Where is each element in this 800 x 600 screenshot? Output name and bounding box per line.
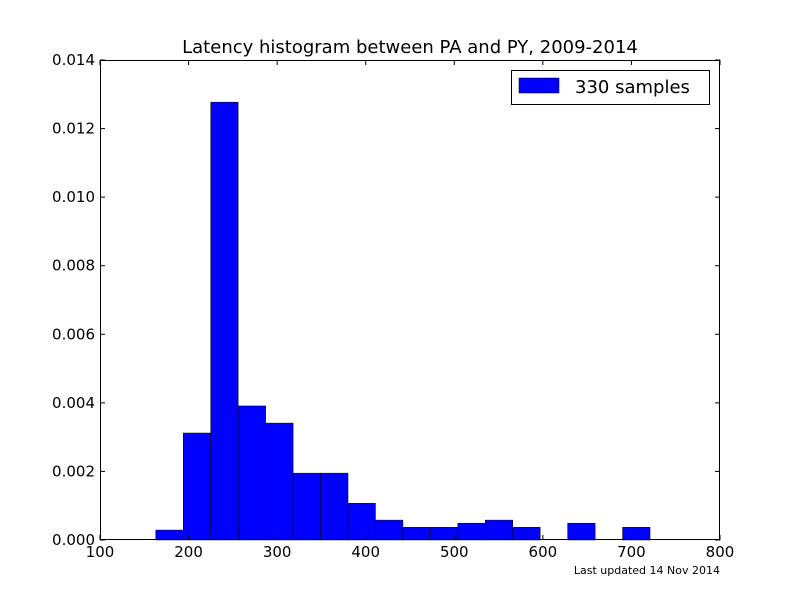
histogram-bar [265,422,294,541]
legend-label: 330 samples [575,77,690,98]
histogram-bar [320,472,349,541]
y-tick-label: 0.012 [52,120,95,138]
last-updated-note: Last updated 14 Nov 2014 [574,564,720,577]
legend: 330 samples [511,70,710,105]
histogram-bar [292,472,321,541]
histogram-bar [430,527,459,541]
histogram-bar [347,503,376,541]
histogram-bar [183,432,211,541]
histogram-bar [512,527,541,541]
histogram-bar [485,519,513,541]
x-tick-label: 800 [706,543,735,561]
histogram-bar [237,405,266,541]
histogram-bar [567,522,596,541]
y-tick-label: 0.014 [52,51,95,69]
x-tick-label: 100 [86,543,115,561]
histogram-bar [375,519,404,541]
chart-title: Latency histogram between PA and PY, 200… [182,37,638,58]
y-tick-label: 0.002 [52,462,95,480]
y-tick-label: 0.006 [52,325,95,343]
histogram-bar [622,527,651,541]
y-axis-tick-labels: 0.000 0.002 0.004 0.006 0.008 0.010 0.012 0.014 [52,51,95,549]
x-tick-label: 200 [174,543,203,561]
histogram-bars [155,101,651,541]
y-tick-label: 0.008 [52,257,95,275]
axis-ticks [99,59,721,541]
x-tick-label: 400 [351,543,380,561]
x-tick-label: 300 [263,543,292,561]
x-axis-tick-labels: 100 200 300 400 500 600 700 800 [86,543,735,561]
x-tick-label: 500 [440,543,469,561]
x-tick-label: 600 [529,543,558,561]
histogram-bar [402,527,431,541]
histogram-bar [457,522,486,541]
plot-frame [100,60,720,540]
histogram-bar [210,101,239,541]
histogram-bar [155,529,184,541]
y-tick-label: 0.010 [52,188,95,206]
y-tick-label: 0.000 [52,531,95,549]
y-tick-label: 0.004 [52,394,95,412]
x-tick-label: 700 [617,543,646,561]
legend-swatch [518,77,560,94]
